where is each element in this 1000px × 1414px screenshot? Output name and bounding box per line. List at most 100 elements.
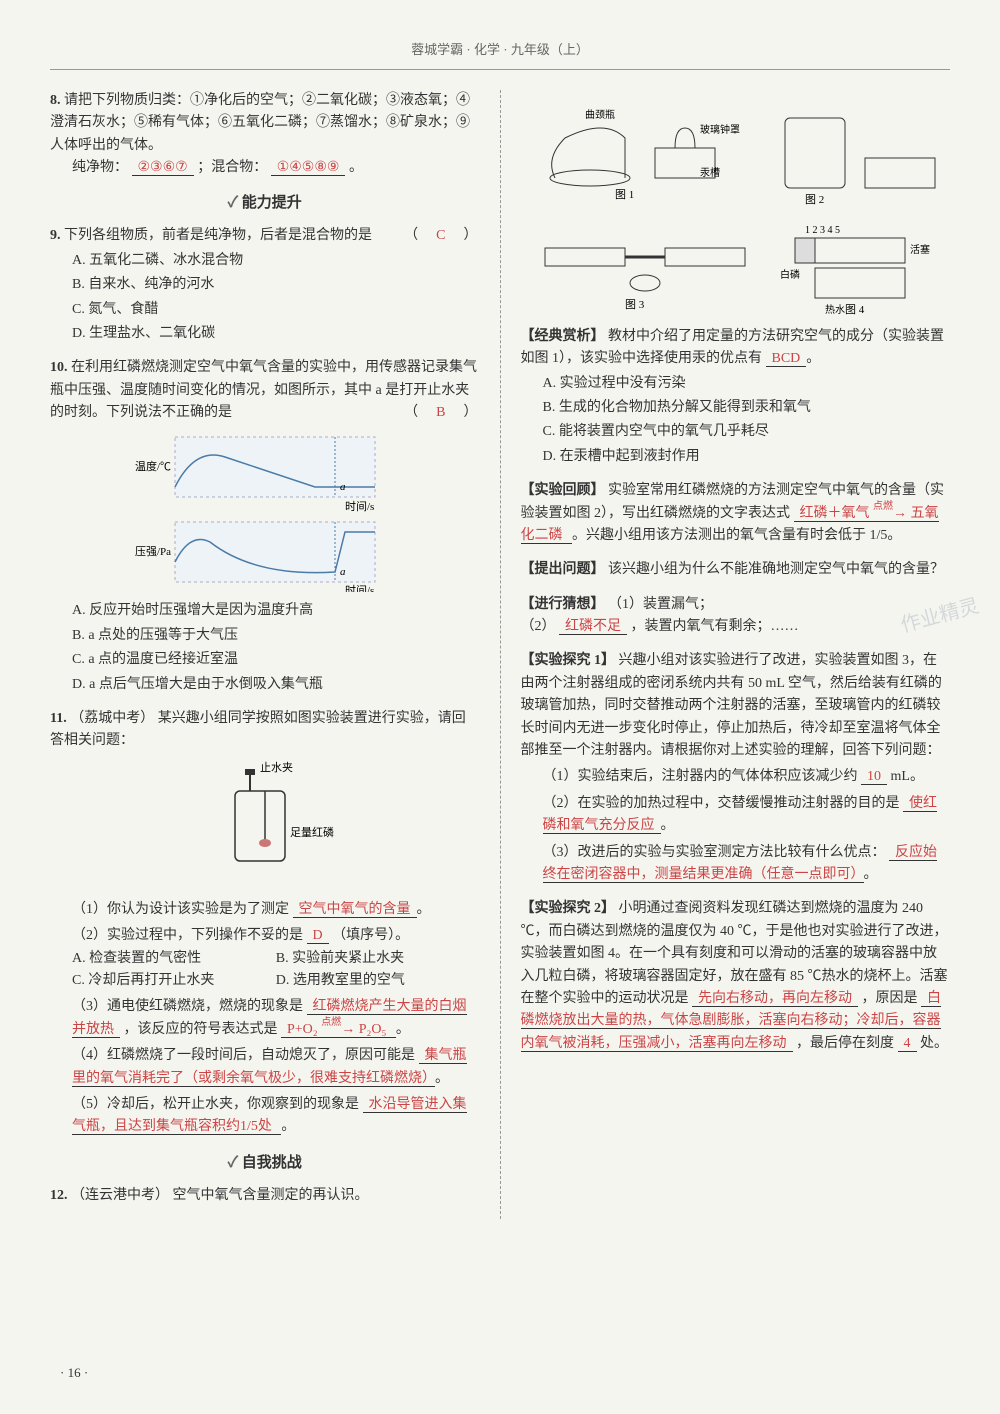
q10-optC: C. a 点的温度已经接近室温 — [50, 649, 480, 671]
q10-num: 10. — [50, 360, 68, 375]
svg-text:白磷: 白磷 — [780, 268, 800, 281]
q8-end: 。 — [349, 160, 363, 175]
classic-title: 【经典赏析】 — [521, 329, 605, 344]
svg-text:图 1: 图 1 — [615, 188, 634, 201]
svg-text:图 3: 图 3 — [625, 298, 645, 311]
svg-text:a: a — [340, 566, 346, 578]
problem-text: 该兴趣小组为什么不能准确地测定空气中氧气的含量？ — [608, 562, 944, 577]
review-tail: 。兴趣小组用该方法测出的氧气含量有时会低于 — [572, 528, 866, 543]
svg-text:汞槽: 汞槽 — [700, 166, 720, 179]
q12-problem: 【提出问题】 该兴趣小组为什么不能准确地测定空气中氧气的含量？ — [521, 559, 951, 581]
q10-optD: D. a 点后气压增大是由于水倒吸入集气瓶 — [50, 674, 480, 696]
q9-optC: C. 氮气、食醋 — [50, 299, 480, 321]
q8-pure-ans: ②③⑥⑦ — [132, 160, 194, 176]
classic-ans: BCD — [766, 351, 807, 367]
q12-review: 【实验回顾】 实验室常用红磷燃烧的方法测定空气中氧气的含量（实验装置如图 2），… — [521, 480, 951, 547]
question-9: 9. 下列各组物质，前者是纯净物，后者是混合物的是 （ C ） A. 五氧化二磷… — [50, 225, 480, 345]
q8-mix-label: ；混合物： — [197, 160, 267, 175]
q11-2-D: D. 选用教室里的空气 — [276, 970, 480, 992]
guess2-tail: ，装置内氧气有剩余；…… — [631, 619, 799, 634]
q11-2-B: B. 实验前夹紧止水夹 — [276, 948, 480, 970]
question-10: 10. 在利用红磷燃烧测定空气中氧气含量的实验中，用传感器记录集气瓶中压强、温度… — [50, 357, 480, 696]
exp1-title: 【实验探究 1】 — [521, 653, 616, 668]
svg-text:足量红磷: 足量红磷 — [290, 826, 334, 839]
exp2-a1: 先向右移动，再向左移动 — [692, 991, 858, 1007]
q9-optA: A. 五氧化二磷、冰水混合物 — [50, 250, 480, 272]
q11-2-A: A. 检查装置的气密性 — [72, 948, 276, 970]
left-column: 8. 请把下列物质归类：①净化后的空气；②二氧化碳；③液态氧；④澄清石灰水；⑤稀… — [50, 90, 480, 1219]
question-8: 8. 请把下列物质归类：①净化后的空气；②二氧化碳；③液态氧；④澄清石灰水；⑤稀… — [50, 90, 480, 180]
classic-D: D. 在汞槽中起到液封作用 — [521, 446, 951, 468]
q11-5-q: （5）冷却后，松开止水夹，你观察到的现象是 — [72, 1097, 359, 1112]
problem-title: 【提出问题】 — [521, 562, 605, 577]
exp2-mid: ，原因是 — [862, 991, 918, 1006]
guess-title: 【进行猜想】 — [521, 597, 605, 612]
q12-text: 空气中氧气含量测定的再认识。 — [173, 1188, 369, 1203]
q12-source: （连云港中考） — [71, 1188, 169, 1203]
q9-num: 9. — [50, 228, 61, 243]
svg-text:温度/℃: 温度/℃ — [135, 459, 171, 473]
svg-text:时间/s: 时间/s — [345, 584, 374, 592]
column-divider — [500, 90, 501, 1219]
q9-text: 下列各组物质，前者是纯净物，后者是混合物的是 — [64, 228, 372, 243]
exp2-tail1: ，最后停在刻度 — [796, 1036, 894, 1051]
classic-C: C. 能将装置内空气中的氧气几乎耗尽 — [521, 421, 951, 443]
two-column-layout: 8. 请把下列物质归类：①净化后的空气；②二氧化碳；③液态氧；④澄清石灰水；⑤稀… — [50, 90, 950, 1219]
q12-exp2: 【实验探究 2】 小明通过查阅资料发现红磷达到燃烧的温度为 240 ℃，而白磷达… — [521, 898, 951, 1055]
exp1-3-q: （3）改进后的实验与实验室测定方法比较有什么优点： — [543, 845, 886, 860]
q10-graph: a 温度/℃ 时间/s a 压强/Pa 时间/s — [50, 432, 480, 592]
page-header: 蓉城学霸 · 化学 · 九年级（上） — [50, 40, 950, 70]
q10-optB: B. a 点处的压强等于大气压 — [50, 625, 480, 647]
exp1-1-a: 10 — [861, 769, 887, 785]
svg-text:压强/Pa: 压强/Pa — [135, 545, 171, 558]
q12-exp1: 【实验探究 1】 兴趣小组对该实验进行了改进，实验装置如图 3，在由两个注射器组… — [521, 650, 951, 886]
svg-text:图 2: 图 2 — [805, 193, 824, 206]
q12-classic: 【经典赏析】 教材中介绍了用定量的方法研究空气的成分（实验装置如图 1），该实验… — [521, 326, 951, 468]
q12-num: 12. — [50, 1188, 68, 1203]
q12-figures: 曲颈瓶 玻璃钟罩 汞槽 图 1 图 2 图 3 1 2 3 4 5 — [521, 98, 951, 318]
q11-3-tail: ，该反应的符号表达式是 — [124, 1022, 278, 1037]
q8-mix-ans: ①④⑤⑧⑨ — [271, 160, 346, 176]
q9-optD: D. 生理盐水、二氧化碳 — [50, 323, 480, 345]
guess2-pre: （2） — [521, 619, 556, 634]
q11-1-a: 空气中氧气的含量 — [293, 902, 417, 918]
q11-2-q: （2）实验过程中，下列操作不妥的是 — [72, 928, 303, 943]
q10-optA: A. 反应开始时压强增大是因为温度升高 — [50, 600, 480, 622]
svg-text:玻璃钟罩: 玻璃钟罩 — [700, 123, 740, 136]
section-challenge: 自我挑战 — [50, 1151, 480, 1175]
exp1-1-unit: mL。 — [891, 769, 924, 784]
q11-3-eq: P+O₂ 点燃→ P₂O₅ — [281, 1022, 396, 1038]
exp2-a3: 4 — [898, 1036, 917, 1052]
section-ability: 能力提升 — [50, 191, 480, 215]
guess2-ans: 红磷不足 — [559, 619, 627, 635]
exp1-2-q: （2）在实验的加热过程中，交替缓慢推动注射器的目的是 — [543, 796, 900, 811]
q11-2-C: C. 冷却后再打开止水夹 — [72, 970, 276, 992]
q11-source: （荔城中考） — [70, 711, 154, 726]
guess1: （1）装置漏气； — [608, 597, 713, 612]
svg-text:活塞: 活塞 — [910, 243, 930, 256]
right-column: 曲颈瓶 玻璃钟罩 汞槽 图 1 图 2 图 3 1 2 3 4 5 — [521, 90, 951, 1219]
q11-num: 11. — [50, 711, 67, 726]
q8-num: 8. — [50, 93, 61, 108]
q10-ans: B — [436, 405, 447, 420]
classic-B: B. 生成的化合物加热分解又能得到汞和氧气 — [521, 397, 951, 419]
q11-apparatus: 止水夹 足量红磷 — [50, 761, 480, 891]
page-number: · 16 · — [60, 1363, 88, 1384]
q11-4-q: （4）红磷燃烧了一段时间后，自动熄灭了，原因可能是 — [72, 1048, 415, 1063]
svg-text:图 4: 图 4 — [845, 303, 865, 316]
svg-text:止水夹: 止水夹 — [260, 761, 293, 774]
question-12-head: 12. （连云港中考） 空气中氧气含量测定的再认识。 — [50, 1185, 480, 1207]
review-title: 【实验回顾】 — [521, 483, 605, 498]
q11-2-tail: （填序号）。 — [332, 928, 409, 943]
q11-3-q: （3）通电使红磷燃烧，燃烧的现象是 — [72, 999, 303, 1014]
q12-guess: 【进行猜想】 （1）装置漏气； （2） 红磷不足 ，装置内氧气有剩余；…… — [521, 594, 951, 639]
svg-text:1 2 3 4 5: 1 2 3 4 5 — [805, 225, 840, 236]
exp2-title: 【实验探究 2】 — [521, 901, 616, 916]
exp1-text: 兴趣小组对该实验进行了改进，实验装置如图 3，在由两个注射器组成的密闭系统内共有… — [521, 653, 942, 758]
q11-2-a: D — [307, 928, 329, 944]
q8-pure-label: 纯净物： — [72, 160, 128, 175]
q11-1-q: （1）你认为设计该实验是为了测定 — [72, 902, 289, 917]
q8-text: 请把下列物质归类：①净化后的空气；②二氧化碳；③液态氧；④澄清石灰水；⑤稀有气体… — [50, 93, 470, 153]
q9-ans: C — [436, 228, 447, 243]
svg-text:曲颈瓶: 曲颈瓶 — [585, 108, 615, 121]
